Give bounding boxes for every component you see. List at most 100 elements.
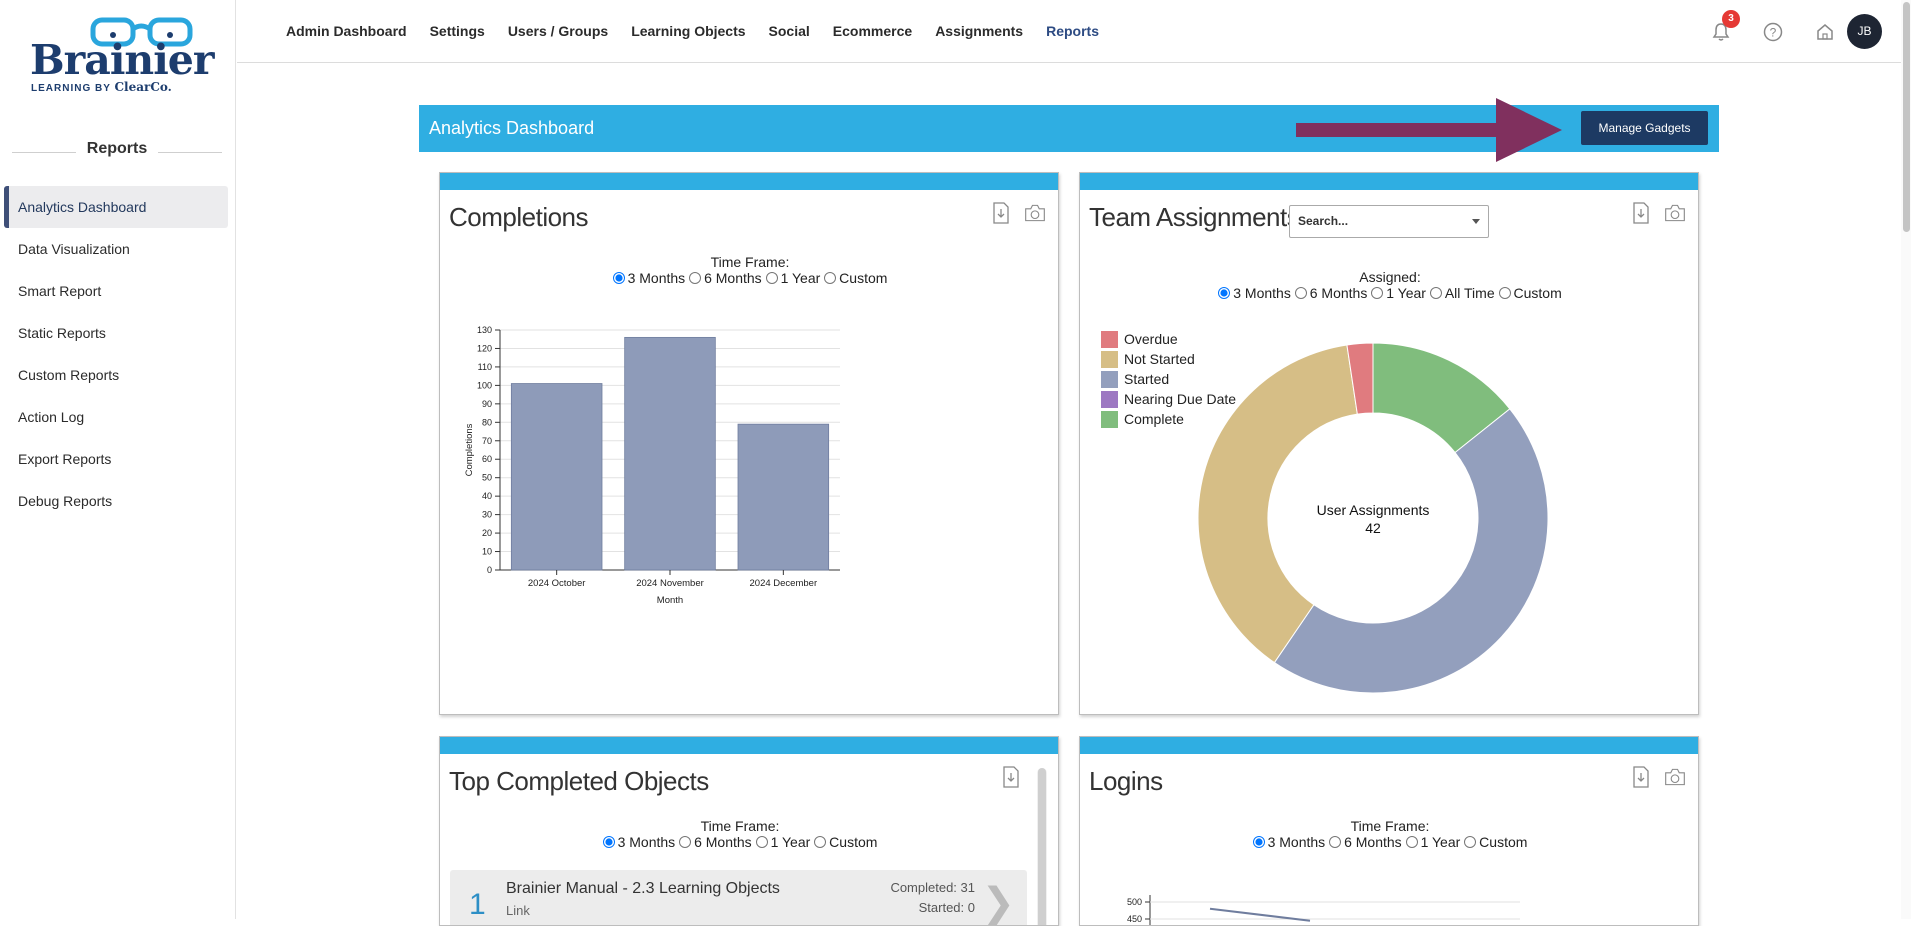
radio-3-months[interactable]: 3 Months	[1252, 834, 1325, 850]
legend-label: Overdue	[1124, 331, 1178, 347]
legend-item[interactable]: Overdue	[1101, 329, 1236, 349]
radio-input[interactable]	[765, 272, 778, 284]
home-button[interactable]	[1810, 17, 1840, 47]
legend-label: Nearing Due Date	[1124, 391, 1237, 407]
notifications-button[interactable]: 3	[1706, 10, 1740, 47]
page-scrollbar[interactable]	[1901, 0, 1911, 919]
radio-input[interactable]	[1498, 287, 1511, 299]
completions-gadget: Completions Time Frame: 3 Months 6 Month…	[439, 172, 1059, 715]
legend-item[interactable]: Nearing Due Date	[1101, 389, 1236, 409]
nav-admin-dashboard[interactable]: Admin Dashboard	[286, 23, 407, 39]
nav-reports[interactable]: Reports	[1046, 23, 1100, 39]
object-completed: Completed: 31	[890, 880, 975, 895]
nav-users-groups[interactable]: Users / Groups	[507, 23, 609, 39]
team-search-select[interactable]: Search...	[1289, 205, 1489, 238]
radio-input[interactable]	[1405, 836, 1418, 848]
legend-item[interactable]: Not Started	[1101, 349, 1236, 369]
list-scrollbar-thumb[interactable]	[1038, 768, 1046, 925]
top-nav: Admin Dashboard Settings Users / Groups …	[237, 0, 1907, 63]
radio-3-months[interactable]: 3 Months	[612, 270, 685, 286]
home-icon	[1817, 24, 1833, 40]
radio-input[interactable]	[1329, 836, 1342, 848]
nav-assignments[interactable]: Assignments	[935, 23, 1024, 39]
radio-custom[interactable]: Custom	[1498, 285, 1562, 301]
user-avatar[interactable]: JB	[1847, 14, 1882, 49]
radio-1-year[interactable]: 1 Year	[1371, 285, 1426, 301]
radio-label: 1 Year	[1420, 834, 1461, 850]
download-button[interactable]	[1000, 766, 1022, 790]
download-icon	[1003, 766, 1019, 788]
nav-learning-objects[interactable]: Learning Objects	[631, 23, 746, 39]
radio-6-months[interactable]: 6 Months	[689, 270, 762, 286]
nav-ecommerce[interactable]: Ecommerce	[832, 23, 913, 39]
timeframe-label: Time Frame:	[710, 254, 790, 270]
download-button[interactable]	[1630, 202, 1652, 226]
radio-input[interactable]	[755, 836, 768, 848]
radio-input[interactable]	[689, 272, 702, 284]
download-button[interactable]	[990, 202, 1012, 226]
y-axis-label: Completions	[464, 423, 475, 476]
radio-6-months[interactable]: 6 Months	[679, 834, 752, 850]
radio-input[interactable]	[612, 272, 625, 284]
sidebar-item-custom-reports[interactable]: Custom Reports	[18, 367, 120, 383]
logins-line-chart: 450 500	[1127, 895, 1520, 925]
radio-input[interactable]	[1371, 287, 1384, 299]
bar	[737, 423, 830, 571]
radio-input[interactable]	[679, 836, 692, 848]
y-tick-label: 110	[478, 362, 492, 372]
radio-input[interactable]	[1252, 836, 1265, 848]
sidebar-item-debug-reports[interactable]: Debug Reports	[18, 493, 113, 509]
list-item[interactable]: 1 Brainier Manual - 2.3 Learning Objects…	[450, 870, 1027, 925]
radio-input[interactable]	[814, 836, 827, 848]
y-tick-label: 100	[477, 380, 492, 390]
y-tick-label: 40	[482, 491, 492, 501]
screenshot-button[interactable]	[1664, 202, 1686, 226]
manage-gadgets-button[interactable]: Manage Gadgets	[1581, 111, 1708, 145]
radio-1-year[interactable]: 1 Year	[765, 270, 820, 286]
sidebar-item-analytics-dashboard[interactable]: Analytics Dashboard	[4, 186, 228, 228]
sidebar-item-action-log[interactable]: Action Log	[18, 409, 85, 425]
radio-6-months[interactable]: 6 Months	[1294, 285, 1367, 301]
timeframe-selector: Time Frame: 3 Months 6 Months 1 Year Cus…	[1230, 818, 1550, 851]
brand-name: Brainier	[30, 36, 214, 84]
dashboard-title: Analytics Dashboard	[429, 118, 595, 138]
nav-settings[interactable]: Settings	[429, 23, 485, 39]
radio-input[interactable]	[1294, 287, 1307, 299]
screenshot-button[interactable]	[1024, 202, 1046, 226]
radio-input[interactable]	[1464, 836, 1477, 848]
radio-custom[interactable]: Custom	[814, 834, 877, 850]
radio-input[interactable]	[1218, 287, 1231, 299]
radio-6-months[interactable]: 6 Months	[1329, 834, 1402, 850]
list-scrollbar[interactable]	[1037, 768, 1047, 925]
radio-custom[interactable]: Custom	[1464, 834, 1527, 850]
radio-input[interactable]	[602, 836, 615, 848]
radio-1-year[interactable]: 1 Year	[755, 834, 810, 850]
timeframe-label: Time Frame:	[700, 818, 780, 834]
radio-3-months[interactable]: 3 Months	[1218, 285, 1291, 301]
y-tick-label: 500	[1127, 897, 1142, 907]
y-tick-label: 60	[482, 454, 492, 464]
download-button[interactable]	[1630, 766, 1652, 790]
legend-item[interactable]: Complete	[1101, 409, 1236, 429]
brand-tagline: LEARNING BY ClearCo.	[31, 80, 172, 94]
sidebar-item-smart-report[interactable]: Smart Report	[18, 283, 102, 299]
legend-swatch	[1101, 410, 1118, 428]
radio-custom[interactable]: Custom	[824, 270, 887, 286]
sidebar-item-data-visualization[interactable]: Data Visualization	[18, 241, 130, 257]
sidebar-item-export-reports[interactable]: Export Reports	[18, 451, 112, 467]
nav-social[interactable]: Social	[768, 23, 810, 39]
radio-all-time[interactable]: All Time	[1429, 285, 1495, 301]
screenshot-button[interactable]	[1664, 766, 1686, 790]
sidebar-item-static-reports[interactable]: Static Reports	[18, 325, 106, 341]
legend-item[interactable]: Started	[1101, 369, 1236, 389]
timeframe-selector: Time Frame: 3 Months 6 Months 1 Year Cus…	[610, 254, 890, 287]
help-button[interactable]: ?	[1758, 17, 1788, 47]
gadget-actions	[1000, 766, 1022, 790]
page-scrollbar-thumb[interactable]	[1903, 2, 1910, 232]
radio-1-year[interactable]: 1 Year	[1405, 834, 1461, 850]
help-icon: ?	[1763, 22, 1783, 42]
radio-input[interactable]	[1429, 287, 1442, 299]
brainier-logo[interactable]: Brainier LEARNING BY ClearCo.	[28, 16, 214, 96]
radio-input[interactable]	[824, 272, 837, 284]
radio-3-months[interactable]: 3 Months	[602, 834, 675, 850]
